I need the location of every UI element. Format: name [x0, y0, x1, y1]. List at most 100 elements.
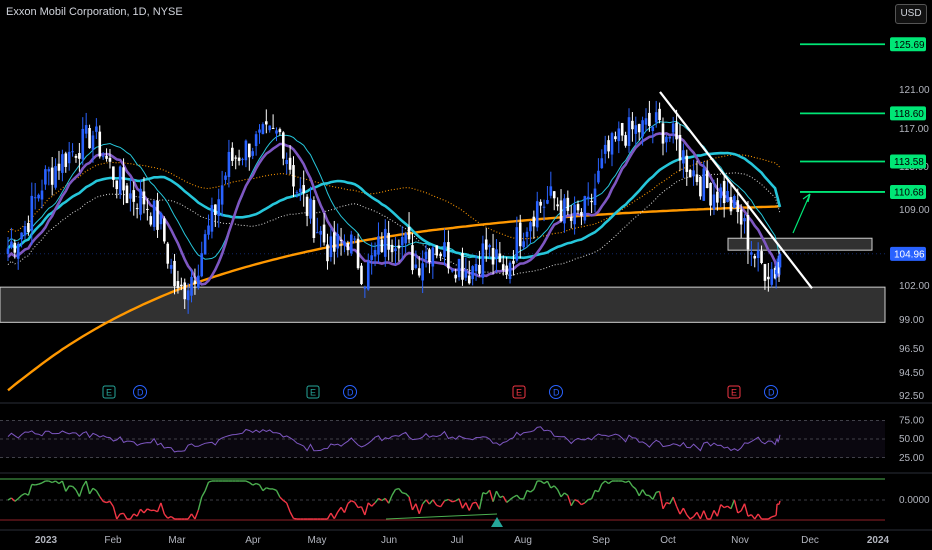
candle-body	[394, 248, 397, 252]
rsi-pane: 75.00 50.00 25.00	[0, 402, 932, 464]
time-axis[interactable]: 2023 Feb Mar Apr May Jun Jul Aug Sep Oct Nov Dec 202…	[0, 529, 932, 546]
candle-body	[346, 243, 350, 251]
candle-body	[180, 284, 183, 287]
oscillator-segment	[69, 485, 73, 488]
candle-body	[641, 120, 644, 137]
oscillator-segment	[245, 480, 250, 484]
oscillator-segment	[129, 513, 135, 520]
candle-body	[292, 165, 295, 187]
oscillator-segment	[540, 480, 545, 485]
ema-orange-line	[7, 204, 781, 392]
candle-body	[349, 234, 353, 254]
candle-body	[186, 290, 190, 301]
candle-body	[285, 160, 288, 165]
candle-body	[217, 199, 221, 216]
oscillator-segment	[106, 500, 111, 504]
oscillator-segment	[771, 515, 776, 518]
oscillator-segment	[723, 505, 728, 509]
candle-body	[315, 232, 319, 234]
buy-signal-triangle	[491, 517, 503, 527]
oscillator-segment	[293, 517, 298, 520]
oscillator-segment	[693, 511, 698, 518]
candle-body	[617, 128, 621, 142]
candle-body	[115, 180, 119, 190]
oscillator-segment	[170, 515, 175, 520]
candle-body	[84, 125, 88, 134]
candle-body	[583, 196, 587, 221]
price-tag-label: 104.96	[894, 249, 925, 260]
candle-body	[495, 249, 498, 259]
candle-body	[658, 108, 661, 121]
candle-body	[695, 174, 699, 182]
time-tick-label: May	[308, 535, 327, 546]
oscillator-segment	[272, 488, 277, 492]
event-marker-label: E	[731, 388, 737, 398]
oscillator-segment	[553, 485, 559, 491]
candle-body	[712, 194, 716, 210]
oscillator-segment	[513, 494, 518, 498]
oscillator-segment	[560, 492, 565, 498]
oscillator-segment	[187, 513, 193, 520]
time-tick-label: Nov	[731, 535, 749, 546]
candle-body	[505, 265, 508, 275]
time-tick-label: Sep	[592, 535, 610, 546]
oscillator-segment	[482, 492, 487, 495]
candle-body	[380, 239, 384, 252]
candle-body	[241, 158, 244, 160]
candle-body	[525, 231, 529, 237]
oscillator-segment	[621, 480, 626, 484]
oscillator-segment	[485, 489, 491, 495]
candle-body	[743, 218, 746, 222]
rsi-level-label: 50.00	[899, 434, 924, 445]
candle-body	[435, 245, 439, 256]
rsi-level-label: 25.00	[899, 453, 924, 464]
candle-body	[295, 192, 299, 194]
candle-body	[600, 158, 604, 169]
dividend-marker	[343, 385, 357, 399]
descending-trendline	[659, 91, 813, 289]
oscillator-segment	[350, 500, 355, 503]
dividend-marker	[133, 385, 147, 399]
candle-body	[501, 264, 505, 271]
rsi-line	[7, 426, 781, 453]
candle-body	[159, 212, 163, 225]
candle-body	[370, 255, 373, 261]
candle-body	[383, 228, 387, 257]
zones-layer	[0, 237, 886, 323]
oscillator-segment	[689, 516, 694, 520]
candle-body	[443, 242, 446, 258]
price-tick-label: 109.00	[899, 205, 930, 216]
oscillator-segment	[747, 514, 752, 517]
oscillator-segment	[472, 501, 477, 504]
candle-body	[739, 209, 743, 225]
candle-body	[515, 227, 519, 261]
candle-body	[461, 253, 464, 280]
candle-body	[332, 232, 336, 252]
candle-body	[576, 204, 580, 211]
candle-body	[40, 190, 44, 200]
event-marker-label: E	[310, 388, 316, 398]
price-tag-label: 113.58	[894, 157, 924, 168]
oscillator-segment	[120, 512, 124, 515]
candle-body	[439, 253, 442, 257]
oscillator-segment	[492, 490, 498, 502]
oscillator-segment	[102, 500, 107, 504]
candle-body	[88, 128, 91, 149]
oscillator-segment	[584, 499, 589, 504]
candle-body	[61, 154, 64, 173]
candle-body	[637, 124, 641, 133]
price-axis[interactable]: 121.00117.00113.00109.00102.0099.0096.50…	[890, 37, 930, 402]
candle-body	[183, 282, 187, 300]
candle-body	[353, 238, 356, 240]
currency-button[interactable]: USD	[895, 4, 927, 24]
oscillator-segment	[550, 485, 555, 489]
candle-body	[648, 112, 651, 127]
candle-body	[651, 126, 655, 132]
candle-body	[163, 218, 166, 242]
candle-body	[682, 150, 685, 164]
candle-body	[173, 260, 176, 287]
oscillator-segment	[502, 495, 508, 503]
candle-body	[146, 208, 149, 210]
oscillator-segment	[720, 504, 725, 509]
